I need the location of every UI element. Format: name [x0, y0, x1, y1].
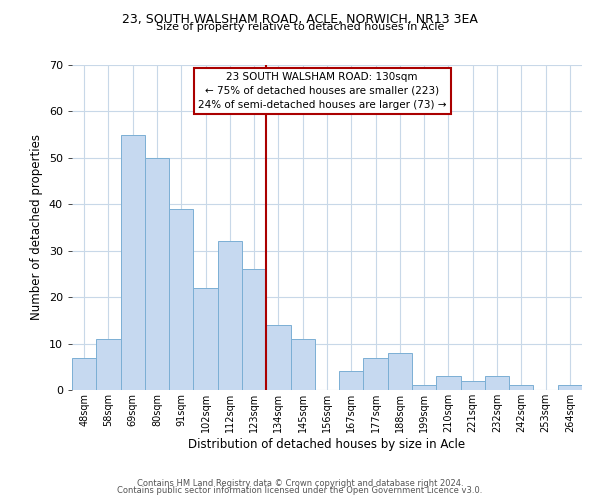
Bar — [509, 386, 533, 390]
Text: Contains public sector information licensed under the Open Government Licence v3: Contains public sector information licen… — [118, 486, 482, 495]
Bar — [96, 339, 121, 390]
Text: Contains HM Land Registry data © Crown copyright and database right 2024.: Contains HM Land Registry data © Crown c… — [137, 478, 463, 488]
Bar — [121, 134, 145, 390]
X-axis label: Distribution of detached houses by size in Acle: Distribution of detached houses by size … — [188, 438, 466, 450]
Bar — [290, 339, 315, 390]
Bar — [388, 353, 412, 390]
Text: 23, SOUTH WALSHAM ROAD, ACLE, NORWICH, NR13 3EA: 23, SOUTH WALSHAM ROAD, ACLE, NORWICH, N… — [122, 12, 478, 26]
Bar — [436, 376, 461, 390]
Bar — [145, 158, 169, 390]
Bar — [169, 209, 193, 390]
Bar — [485, 376, 509, 390]
Y-axis label: Number of detached properties: Number of detached properties — [30, 134, 43, 320]
Bar — [193, 288, 218, 390]
Bar — [242, 270, 266, 390]
Bar — [218, 242, 242, 390]
Text: 23 SOUTH WALSHAM ROAD: 130sqm
← 75% of detached houses are smaller (223)
24% of : 23 SOUTH WALSHAM ROAD: 130sqm ← 75% of d… — [198, 72, 446, 110]
Bar — [339, 372, 364, 390]
Text: Size of property relative to detached houses in Acle: Size of property relative to detached ho… — [156, 22, 444, 32]
Bar — [412, 386, 436, 390]
Bar — [266, 325, 290, 390]
Bar — [364, 358, 388, 390]
Bar — [558, 386, 582, 390]
Bar — [461, 380, 485, 390]
Bar — [72, 358, 96, 390]
